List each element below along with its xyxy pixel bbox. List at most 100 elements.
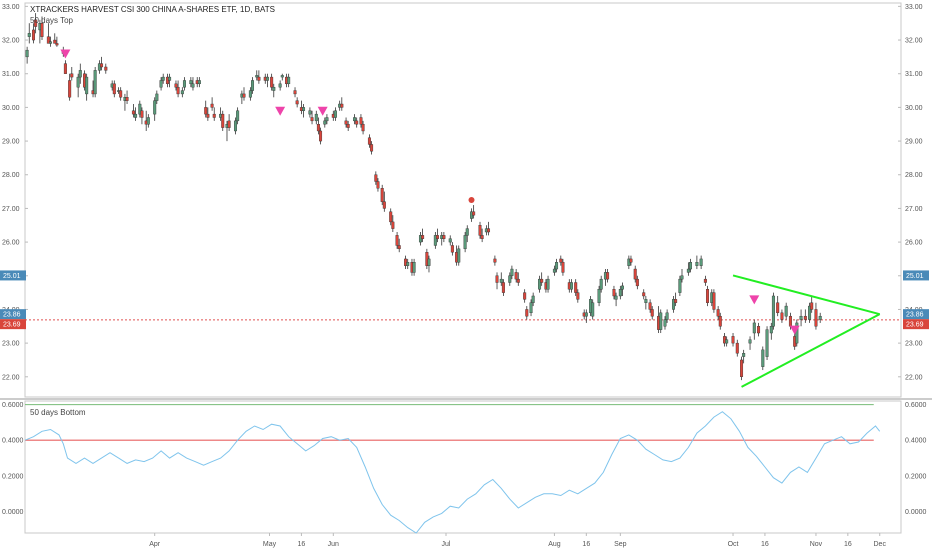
candle-body: [367, 137, 371, 145]
candle: [818, 312, 822, 323]
candle-body: [333, 110, 337, 118]
candle-body: [159, 80, 163, 88]
candle-body: [450, 245, 454, 253]
candle-body: [650, 309, 654, 317]
candle: [712, 289, 716, 313]
candle-body: [346, 124, 350, 128]
candle-body: [49, 41, 53, 44]
candle: [76, 73, 80, 98]
candle: [457, 245, 461, 266]
candle-body: [406, 262, 410, 266]
price-tag-bg: [903, 319, 929, 330]
candle-body: [561, 262, 565, 273]
candle-body: [412, 262, 416, 273]
candle: [287, 73, 291, 88]
candle: [391, 215, 395, 232]
candle: [421, 228, 425, 243]
candle-body: [134, 113, 138, 118]
candle-body: [46, 36, 50, 44]
candle-body: [32, 29, 36, 41]
candle-body: [433, 235, 437, 246]
candle-body: [353, 117, 357, 122]
candle: [53, 33, 57, 44]
candle: [427, 255, 431, 273]
candle: [140, 107, 144, 125]
candle-body: [161, 76, 165, 81]
candle: [671, 295, 675, 313]
candle: [569, 279, 573, 293]
candle: [525, 306, 529, 320]
chart-title: XTRACKERS HARVEST CSI 300 CHINA A-SHARES…: [30, 5, 275, 14]
candle-body: [316, 124, 320, 132]
candle-body: [493, 258, 497, 263]
candle-body: [644, 299, 648, 303]
candle: [472, 205, 476, 219]
candle-body: [659, 312, 663, 330]
candle: [206, 107, 210, 121]
upper-y-tick-label-right: 29.00: [905, 139, 923, 146]
candle: [674, 292, 678, 307]
candle-body: [380, 188, 384, 202]
candle-body: [302, 107, 306, 111]
candle-body: [278, 83, 282, 88]
candle-body: [523, 292, 527, 300]
candle-body: [818, 315, 822, 320]
candle: [584, 309, 588, 323]
candle-body: [695, 262, 699, 266]
candle: [204, 100, 208, 118]
candle: [319, 127, 323, 145]
candle-body: [808, 305, 812, 320]
candle: [495, 272, 499, 290]
candle-body: [769, 326, 773, 334]
candle: [125, 90, 129, 105]
candle: [516, 272, 520, 286]
candle-body: [421, 235, 425, 239]
candle-body: [538, 278, 542, 290]
candle-body: [280, 75, 284, 78]
candle: [197, 77, 201, 88]
candle: [450, 242, 454, 256]
candle: [227, 114, 231, 131]
candle-body: [635, 278, 639, 287]
candle: [776, 295, 780, 317]
candle: [555, 258, 559, 273]
x-tick-label: Jul: [442, 541, 451, 548]
candle-body: [731, 336, 735, 344]
candle: [272, 83, 276, 98]
candle-body: [310, 117, 314, 122]
candle-body: [814, 309, 818, 327]
candle: [650, 306, 654, 320]
top-marker-triangle: [60, 49, 71, 59]
candle: [100, 56, 104, 71]
candle: [678, 275, 682, 296]
candle: [32, 23, 36, 44]
x-axis: Apr May 16 Jun Jul Aug 16 Sep Oct 16 Nov 16 Dec: [149, 533, 886, 548]
upper-y-tick-label-left: 33.00: [2, 4, 20, 11]
candle: [159, 77, 163, 91]
candle-body: [93, 70, 97, 95]
upper-y-tick-label-right: 23.00: [905, 341, 923, 348]
triangle-pattern[interactable]: [732, 274, 881, 388]
candle-body: [703, 278, 707, 283]
candle-body: [584, 312, 588, 317]
candle: [591, 299, 595, 320]
candle: [34, 13, 38, 34]
candle: [293, 87, 297, 98]
candle-body: [359, 117, 363, 125]
lower-y-tick-label-right: 0.2000: [905, 473, 927, 480]
candle: [119, 87, 123, 101]
candle-body: [472, 211, 476, 216]
x-tick-label: 16: [298, 541, 306, 548]
price-tag-label: 23.86: [906, 312, 924, 319]
candle-body: [85, 76, 89, 95]
candle: [699, 255, 703, 270]
candle: [540, 272, 544, 286]
candle: [93, 66, 97, 98]
candle-body: [34, 19, 38, 27]
lower-y-tick-label-left: 0.6000: [2, 402, 24, 409]
candle-body: [168, 76, 172, 81]
candle: [397, 238, 401, 253]
candle: [433, 231, 437, 249]
